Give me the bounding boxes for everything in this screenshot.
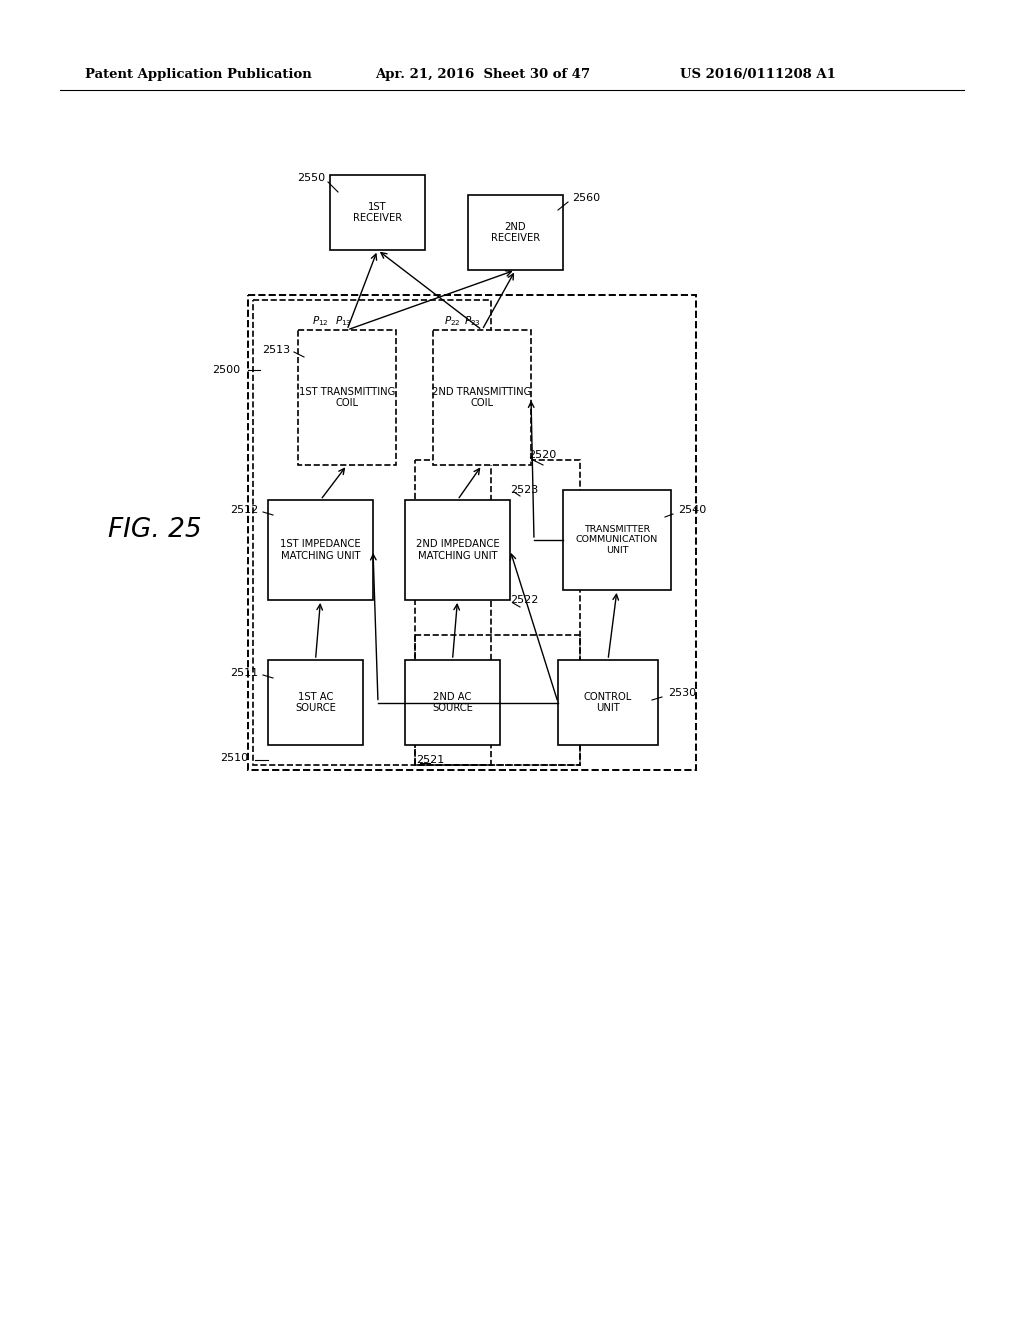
Bar — [248, 294, 696, 770]
Bar — [268, 500, 373, 601]
Bar — [415, 635, 580, 766]
Text: 2521: 2521 — [416, 755, 444, 766]
Text: 1ST
RECEIVER: 1ST RECEIVER — [353, 202, 402, 223]
Bar — [253, 300, 490, 766]
Bar — [415, 459, 580, 766]
Bar — [558, 660, 658, 744]
Bar — [406, 660, 500, 744]
Text: TRANSMITTER
COMMUNICATION
UNIT: TRANSMITTER COMMUNICATION UNIT — [575, 525, 658, 554]
Bar — [298, 330, 396, 465]
Text: US 2016/0111208 A1: US 2016/0111208 A1 — [680, 69, 836, 81]
Text: 2550: 2550 — [297, 173, 325, 183]
Text: 2ND TRANSMITTING
COIL: 2ND TRANSMITTING COIL — [432, 387, 531, 408]
Text: 2510: 2510 — [220, 752, 248, 763]
Text: FIG. 25: FIG. 25 — [109, 517, 202, 543]
Text: 2ND AC
SOURCE: 2ND AC SOURCE — [432, 692, 473, 713]
Text: $P_{23}$: $P_{23}$ — [464, 314, 480, 327]
Text: 2ND IMPEDANCE
MATCHING UNIT: 2ND IMPEDANCE MATCHING UNIT — [416, 539, 500, 561]
Text: 1ST TRANSMITTING
COIL: 1ST TRANSMITTING COIL — [299, 387, 395, 408]
Text: 2512: 2512 — [229, 506, 258, 515]
Bar — [563, 490, 671, 590]
Text: Patent Application Publication: Patent Application Publication — [85, 69, 311, 81]
Text: CONTROL
UNIT: CONTROL UNIT — [584, 692, 632, 713]
Bar — [330, 176, 425, 249]
Bar — [268, 660, 362, 744]
Text: 1ST IMPEDANCE
MATCHING UNIT: 1ST IMPEDANCE MATCHING UNIT — [281, 539, 360, 561]
Bar — [468, 195, 563, 271]
Text: 2523: 2523 — [510, 484, 539, 495]
Text: $P_{12}$: $P_{12}$ — [311, 314, 329, 327]
Text: $P_{13}$: $P_{13}$ — [335, 314, 351, 327]
Text: 2560: 2560 — [572, 193, 600, 203]
Text: Apr. 21, 2016  Sheet 30 of 47: Apr. 21, 2016 Sheet 30 of 47 — [375, 69, 590, 81]
Text: 2522: 2522 — [510, 595, 539, 605]
Text: 2530: 2530 — [668, 688, 696, 698]
Text: 2511: 2511 — [229, 668, 258, 678]
Text: 2540: 2540 — [678, 506, 707, 515]
Text: 1ST AC
SOURCE: 1ST AC SOURCE — [295, 692, 336, 713]
Text: 2520: 2520 — [528, 450, 556, 459]
Bar — [433, 330, 531, 465]
Bar — [406, 500, 510, 601]
Text: 2513: 2513 — [262, 345, 290, 355]
Text: $P_{22}$: $P_{22}$ — [443, 314, 461, 327]
Text: 2500: 2500 — [212, 366, 240, 375]
Text: 2ND
RECEIVER: 2ND RECEIVER — [490, 222, 540, 243]
